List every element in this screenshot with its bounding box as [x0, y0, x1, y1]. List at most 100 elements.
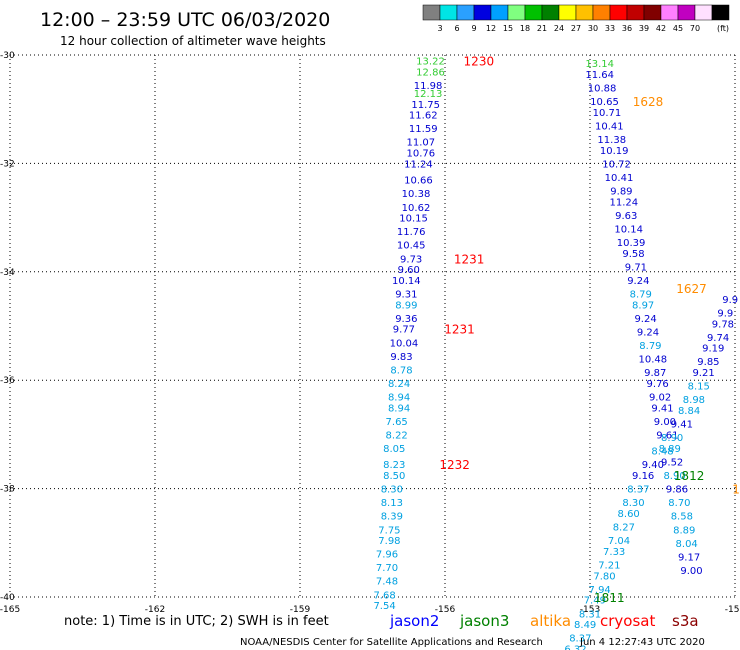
wave-height-label: 7.96: [376, 550, 398, 561]
wave-height-label: 9.16: [632, 471, 654, 482]
footer-credit: NOAA/NESDIS Center for Satellite Applica…: [240, 637, 543, 648]
colorbar-swatch: [422, 4, 441, 21]
wave-height-label: 8.13: [381, 498, 403, 509]
wave-height-label: 10.14: [614, 224, 643, 235]
colorbar-label: 42: [656, 24, 666, 33]
wave-height-label: 8.79: [630, 289, 652, 300]
wave-height-label: 9.74: [707, 333, 729, 344]
colorbar-swatch: [524, 4, 543, 21]
wave-height-label: 11.59: [409, 124, 438, 135]
wave-height-label: 9.9: [717, 308, 733, 319]
wave-height-label: 10.72: [602, 159, 631, 170]
wave-height-label: 9.87: [644, 368, 666, 379]
pass-time-label: 1230: [464, 54, 495, 68]
wave-height-label: 10.88: [588, 84, 617, 95]
wave-height-label: 9.02: [649, 392, 671, 403]
colorbar-swatch: [609, 4, 628, 21]
wave-height-label: 7.33: [603, 547, 625, 558]
wave-height-label: 12.86: [416, 67, 445, 78]
colorbar-label: 15: [503, 24, 513, 33]
wave-height-label: 7.04: [608, 536, 630, 547]
wave-height-label: 10.65: [590, 97, 619, 108]
colorbar-swatch: [677, 4, 696, 21]
colorbar-label: 12: [486, 24, 496, 33]
wave-height-label: 8.22: [386, 430, 408, 441]
colorbar-label: 21: [537, 24, 547, 33]
wave-height-label: 8.50: [383, 471, 405, 482]
colorbar-label: 24: [554, 24, 564, 33]
colorbar-label: 70: [690, 24, 700, 33]
colorbar-label: 33: [605, 24, 615, 33]
legend-item-jason3: jason3: [459, 612, 509, 630]
wave-height-label: 9.85: [697, 357, 719, 368]
wave-height-label: 8.94: [388, 392, 410, 403]
wave-height-label: 9.60: [398, 265, 420, 276]
wave-height-label: 10.14: [392, 276, 421, 287]
wave-height-label: 8.60: [618, 509, 640, 520]
wave-height-label: 7.70: [376, 563, 398, 574]
colorbar-swatch: [490, 4, 509, 21]
wave-height-label: 9.52: [661, 458, 683, 469]
wave-height-label: 7.68: [373, 590, 395, 601]
pass-time-label: 1812: [674, 469, 705, 483]
wave-height-label: 10.41: [595, 121, 624, 132]
y-tick-label: -40: [0, 593, 15, 603]
wave-height-label: 8.98: [683, 395, 705, 406]
wave-height-label: 8.30: [622, 498, 644, 509]
y-tick-label: -34: [0, 268, 15, 278]
wave-height-label: 10.62: [402, 203, 431, 214]
wave-height-label: 9.71: [625, 262, 647, 273]
wave-height-label: 10.04: [390, 338, 419, 349]
wave-height-label: 10.41: [605, 173, 634, 184]
colorbar-swatch: [711, 4, 730, 21]
wave-height-label: 9.21: [692, 368, 714, 379]
wave-height-label: 7.98: [378, 536, 400, 547]
wave-height-label: 7.21: [598, 560, 620, 571]
x-tick-label: -165: [0, 605, 20, 615]
wave-height-label: 9.76: [647, 379, 669, 390]
wave-height-label: 11.75: [411, 100, 440, 111]
wave-height-label: 10.39: [617, 238, 646, 249]
wave-height-label: 9.58: [622, 249, 644, 260]
wave-height-label: 7.48: [376, 577, 398, 588]
wave-height-label: 10.76: [407, 149, 436, 160]
legend-item-s3a: s3a: [672, 612, 699, 630]
wave-height-label: 9.86: [666, 485, 688, 496]
colorbar-label: 36: [622, 24, 632, 33]
wave-height-label: 7.65: [386, 417, 408, 428]
wave-height-label: 9.89: [610, 187, 632, 198]
wave-height-label: 9.63: [615, 211, 637, 222]
wave-height-label: 8.58: [671, 512, 693, 523]
wave-height-label: 13.22: [416, 56, 445, 67]
wave-height-label: 8.89: [673, 525, 695, 536]
wave-height-label: 9.19: [702, 344, 724, 355]
chart-subtitle: 12 hour collection of altimeter wave hei…: [60, 34, 326, 48]
legend-item-jason2: jason2: [389, 612, 439, 630]
colorbar-label: 9: [471, 24, 476, 33]
colorbar-label: 6: [454, 24, 459, 33]
pass-time-label: 1231: [454, 252, 485, 266]
wave-height-label: 11.07: [407, 138, 436, 149]
colorbar: 3 6 9 12 15 18 21 24 27 30 33 36 39 42 45 70 (ft): [422, 4, 730, 33]
colorbar-swatch: [558, 4, 577, 21]
wave-height-label: 10.48: [639, 355, 668, 366]
wave-height-label: 10.66: [404, 176, 433, 187]
wave-height-label: 11.38: [597, 135, 626, 146]
axis-ticks: -165 -162 -159 -156 -153 -150 -30 -32 -34 -36 -38 -…: [0, 51, 740, 615]
colorbar-unit: (ft): [717, 24, 729, 33]
pass-time-label: 1627: [676, 282, 707, 296]
wave-height-label: 9.83: [390, 352, 412, 363]
y-tick-label: -30: [0, 51, 15, 61]
wave-height-label: 8.31: [579, 609, 601, 620]
wave-height-label: 8.70: [668, 498, 690, 509]
colorbar-swatch: [626, 4, 645, 21]
wave-height-label: 10.15: [399, 214, 428, 225]
colorbar-swatch: [507, 4, 526, 21]
x-tick-label: -153: [580, 605, 600, 615]
wave-height-label: 9.41: [671, 420, 693, 431]
wave-height-label: 9.00: [680, 566, 702, 577]
colorbar-swatch: [694, 4, 713, 21]
x-tick-label: -159: [290, 605, 311, 615]
wave-height-label: 8.37: [569, 634, 591, 645]
